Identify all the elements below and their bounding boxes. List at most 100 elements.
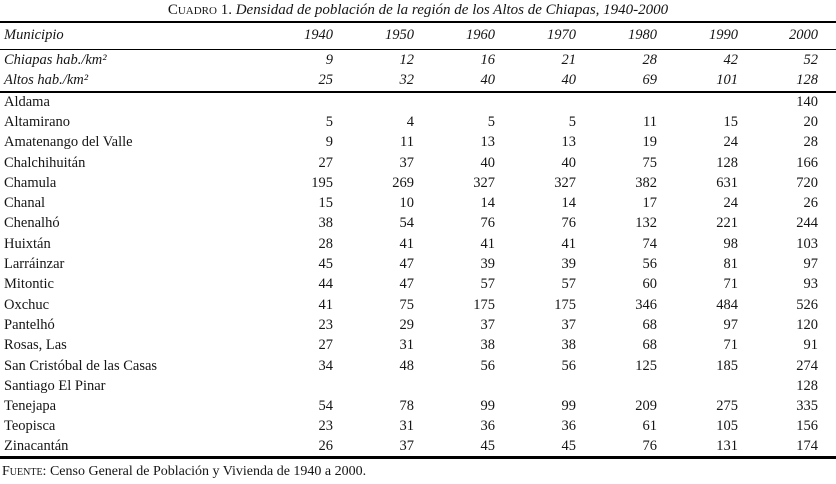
municipio-cell: Tenejapa bbox=[4, 398, 57, 415]
value-cell: 221 bbox=[716, 215, 738, 232]
table-number-label: Cuadro 1. bbox=[167, 2, 232, 18]
value-cell: 32 bbox=[399, 72, 415, 89]
value-cell: 132 bbox=[635, 215, 657, 232]
value-cell: 24 bbox=[723, 195, 739, 212]
value-cell: 484 bbox=[716, 296, 738, 313]
value-cell: 14 bbox=[561, 195, 577, 212]
municipio-header: Municipio bbox=[4, 27, 64, 44]
value-cell bbox=[495, 376, 576, 396]
year-header: 1980 bbox=[628, 27, 657, 44]
value-cell: 105 bbox=[716, 418, 738, 435]
value-cell: 45 bbox=[561, 437, 577, 454]
source-label: Fuente: bbox=[2, 463, 47, 479]
source-text: Censo General de Población y Vivienda de… bbox=[49, 463, 367, 479]
value-cell: 42 bbox=[723, 51, 739, 68]
value-cell: 382 bbox=[635, 174, 657, 191]
value-cell: 40 bbox=[480, 154, 496, 171]
municipio-cell: Pantelhó bbox=[4, 316, 55, 333]
value-cell: 76 bbox=[642, 437, 658, 454]
value-cell: 28 bbox=[318, 235, 334, 252]
value-cell: 40 bbox=[480, 72, 496, 89]
value-cell: 41 bbox=[318, 296, 334, 313]
value-cell: 128 bbox=[796, 72, 818, 89]
value-cell bbox=[657, 92, 738, 112]
value-cell: 9 bbox=[325, 51, 333, 68]
table-row: San Cristóbal de las Casas 34 48 56 56 125 185… bbox=[0, 356, 836, 376]
value-cell: 60 bbox=[642, 276, 658, 293]
value-cell: 174 bbox=[796, 437, 818, 454]
value-cell: 12 bbox=[399, 51, 415, 68]
value-cell: 24 bbox=[723, 134, 739, 151]
value-cell: 45 bbox=[480, 437, 496, 454]
table-row: Oxchuc 41 75 175 175 346 484 526 bbox=[0, 295, 836, 315]
municipio-cell: Altamirano bbox=[4, 113, 71, 130]
value-cell: 40 bbox=[561, 154, 577, 171]
value-cell: 78 bbox=[399, 398, 415, 415]
table-row: Tenejapa 54 78 99 99 209 275 335 bbox=[0, 396, 836, 416]
value-cell: 76 bbox=[480, 215, 496, 232]
value-cell: 36 bbox=[480, 418, 496, 435]
value-cell: 5 bbox=[325, 113, 333, 130]
value-cell: 10 bbox=[399, 195, 415, 212]
table-row: Larráinzar 45 47 39 39 56 81 97 bbox=[0, 254, 836, 274]
value-cell: 31 bbox=[399, 337, 415, 354]
value-cell: 9 bbox=[325, 134, 333, 151]
rows-body: Aldama 140 Altamirano 5 4 5 5 11 15 20 Amatenango … bbox=[0, 92, 836, 457]
value-cell: 20 bbox=[803, 113, 819, 130]
table-row: Amatenango del Valle 9 11 13 13 19 24 28 bbox=[0, 133, 836, 153]
value-cell: 71 bbox=[723, 276, 739, 293]
municipio-cell: Mitontic bbox=[4, 276, 54, 293]
header-row: Municipio 1940 1950 1960 1970 1980 1990 2000 bbox=[0, 22, 836, 49]
municipio-cell: Chamula bbox=[4, 174, 57, 191]
value-cell: 27 bbox=[318, 154, 334, 171]
table-row: Altos hab./km² 25 32 40 40 69 101 128 bbox=[0, 71, 836, 93]
value-cell: 93 bbox=[803, 276, 819, 293]
density-table: Municipio 1940 1950 1960 1970 1980 1990 2000 C… bbox=[0, 21, 836, 459]
municipio-cell: Chalchihuitán bbox=[4, 154, 86, 171]
value-cell bbox=[495, 92, 576, 112]
value-cell: 47 bbox=[399, 276, 415, 293]
year-header: 1940 bbox=[304, 27, 333, 44]
value-cell: 269 bbox=[392, 174, 414, 191]
value-cell bbox=[333, 92, 414, 112]
value-cell: 56 bbox=[561, 357, 577, 374]
value-cell: 327 bbox=[473, 174, 495, 191]
value-cell: 97 bbox=[723, 316, 739, 333]
value-cell: 75 bbox=[642, 154, 658, 171]
value-cell: 4 bbox=[406, 113, 414, 130]
table-row: Mitontic 44 47 57 57 60 71 93 bbox=[0, 275, 836, 295]
municipio-cell: Oxchuc bbox=[4, 296, 50, 313]
value-cell: 101 bbox=[716, 72, 738, 89]
value-cell: 17 bbox=[642, 195, 658, 212]
municipio-cell: Altos hab./km² bbox=[4, 72, 89, 89]
value-cell: 37 bbox=[399, 437, 415, 454]
value-cell: 57 bbox=[480, 276, 496, 293]
value-cell: 34 bbox=[318, 357, 334, 374]
municipio-cell: Rosas, Las bbox=[4, 337, 67, 354]
value-cell: 27 bbox=[318, 337, 334, 354]
value-cell: 5 bbox=[568, 113, 576, 130]
value-cell: 166 bbox=[796, 154, 818, 171]
year-header: 1990 bbox=[709, 27, 738, 44]
value-cell: 13 bbox=[561, 134, 577, 151]
value-cell: 11 bbox=[643, 113, 657, 130]
value-cell: 125 bbox=[635, 357, 657, 374]
value-cell: 56 bbox=[642, 256, 658, 273]
value-cell: 81 bbox=[723, 256, 739, 273]
value-cell bbox=[333, 376, 414, 396]
table-row: Chalchihuitán 27 37 40 40 75 128 166 bbox=[0, 153, 836, 173]
value-cell: 37 bbox=[561, 316, 577, 333]
municipio-cell: Teopisca bbox=[4, 418, 56, 435]
value-cell: 97 bbox=[803, 256, 819, 273]
value-cell: 39 bbox=[561, 256, 577, 273]
summary-body: Chiapas hab./km² 9 12 16 21 28 42 52 Altos hab./… bbox=[0, 49, 836, 92]
value-cell: 54 bbox=[318, 398, 334, 415]
value-cell: 57 bbox=[561, 276, 577, 293]
year-header: 1950 bbox=[385, 27, 414, 44]
value-cell: 14 bbox=[480, 195, 496, 212]
value-cell: 23 bbox=[318, 316, 334, 333]
value-cell: 23 bbox=[318, 418, 334, 435]
value-cell: 26 bbox=[318, 437, 334, 454]
value-cell: 327 bbox=[554, 174, 576, 191]
